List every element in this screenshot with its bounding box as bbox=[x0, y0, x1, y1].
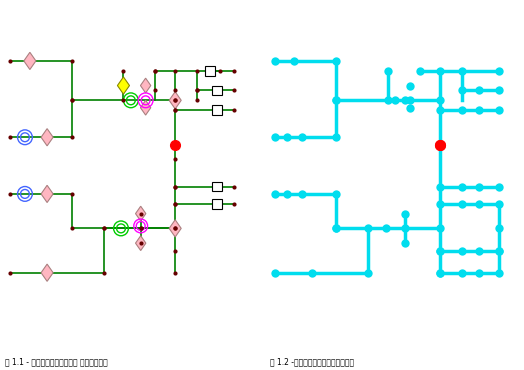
Polygon shape bbox=[169, 92, 181, 109]
Polygon shape bbox=[140, 100, 151, 115]
Bar bbox=[212, 85, 222, 95]
Polygon shape bbox=[140, 78, 151, 93]
Text: 図 1.1 - 当初のスケマティック ダイアグラム: 図 1.1 - 当初のスケマティック ダイアグラム bbox=[5, 357, 108, 366]
Polygon shape bbox=[136, 236, 146, 250]
Polygon shape bbox=[24, 52, 36, 70]
Bar bbox=[212, 182, 222, 191]
Polygon shape bbox=[117, 77, 129, 94]
Bar bbox=[212, 199, 222, 209]
Polygon shape bbox=[136, 206, 146, 221]
Polygon shape bbox=[41, 264, 53, 281]
Bar bbox=[205, 66, 214, 76]
Polygon shape bbox=[41, 185, 53, 202]
Polygon shape bbox=[41, 129, 53, 146]
Text: 図 1.2 -【接続解析】トレースの結果: 図 1.2 -【接続解析】トレースの結果 bbox=[270, 357, 354, 366]
Bar bbox=[212, 105, 222, 115]
Polygon shape bbox=[169, 220, 181, 237]
